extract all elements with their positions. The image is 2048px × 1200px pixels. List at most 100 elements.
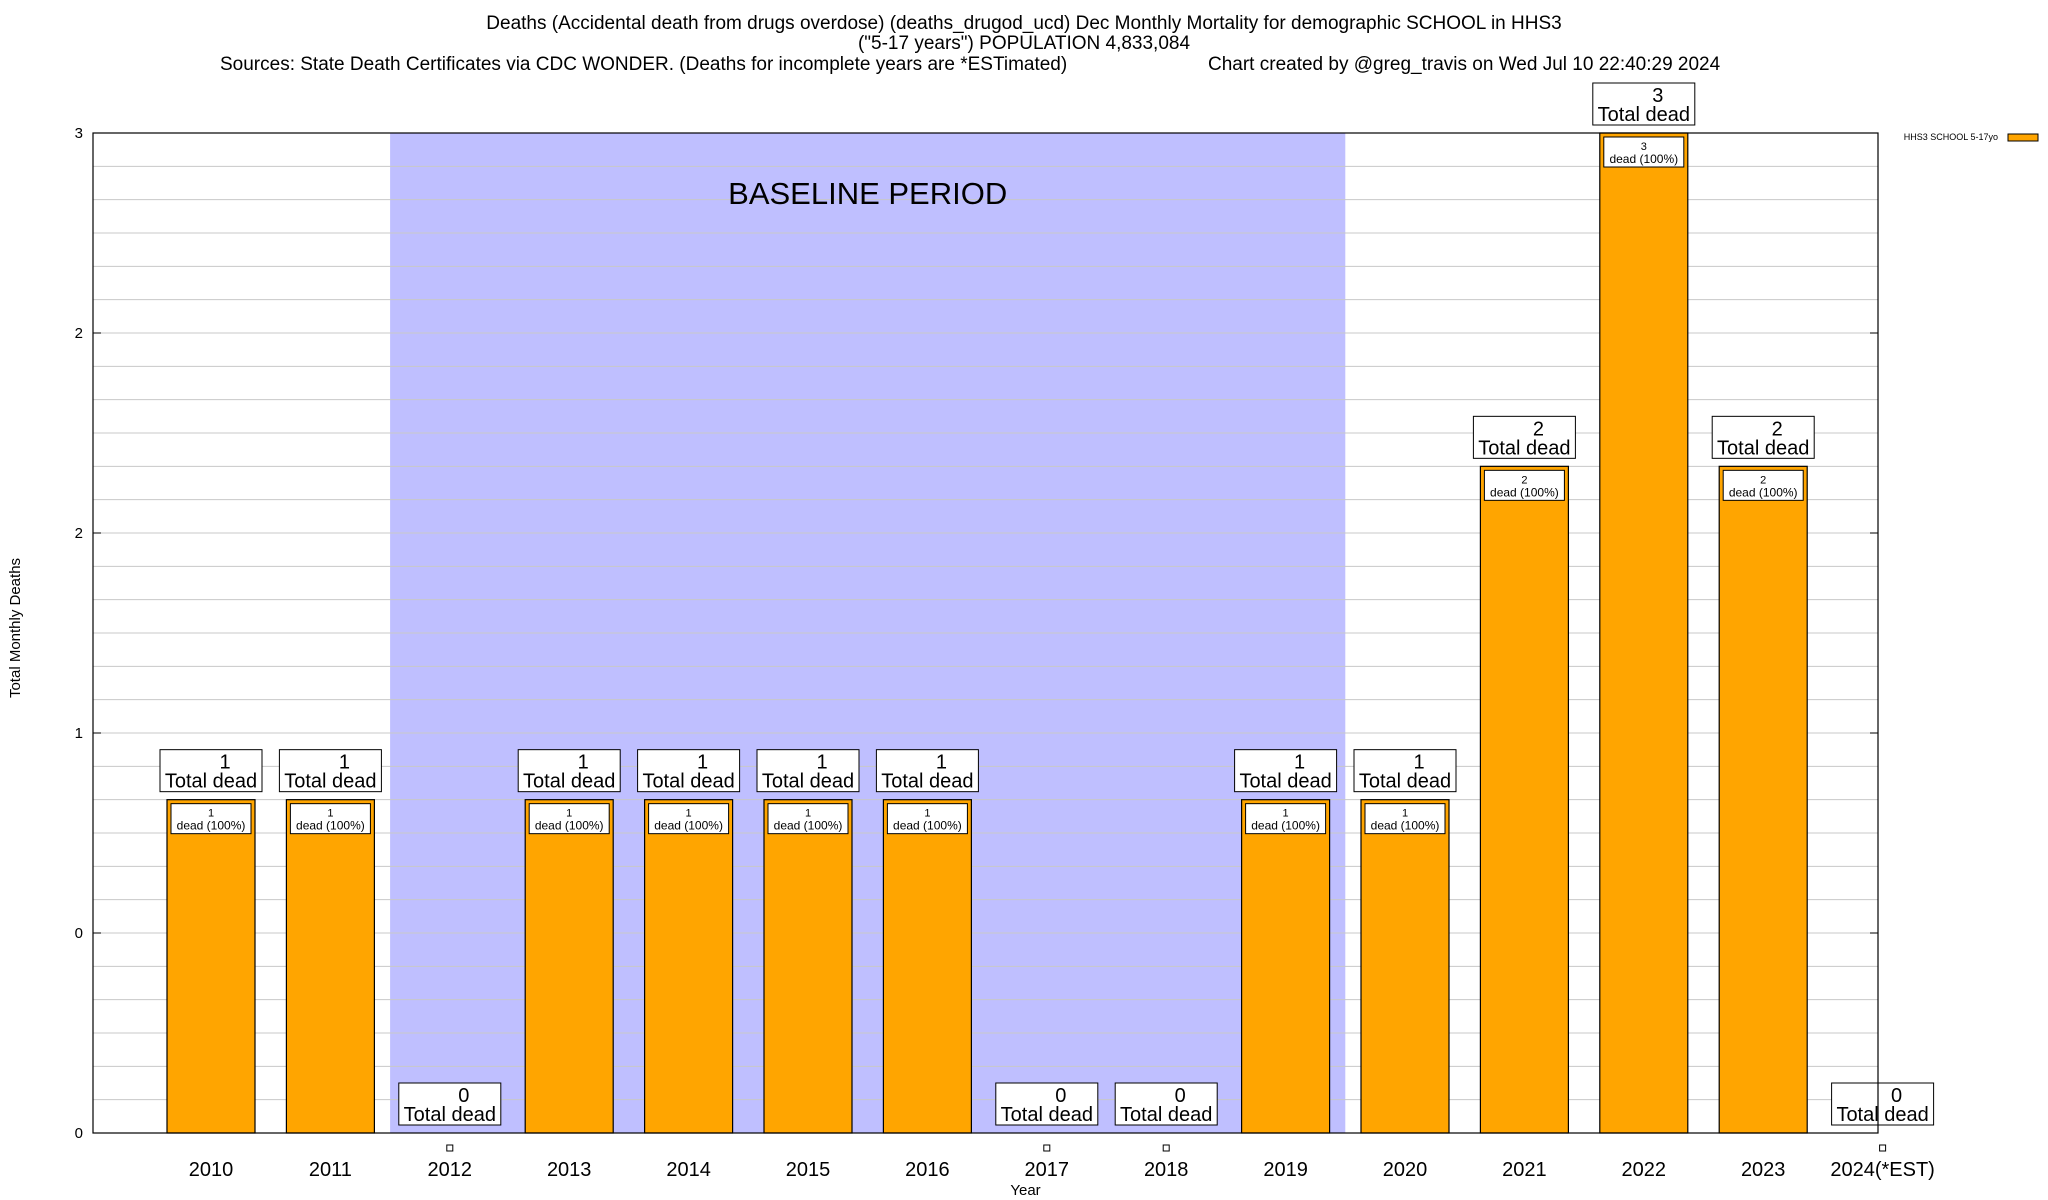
total-label-text: Total dead	[523, 771, 615, 793]
zero-marker-2012	[446, 1144, 454, 1152]
total-label-text: Total dead	[881, 771, 973, 793]
total-label-value: 1	[1413, 752, 1424, 774]
plot-frame	[92, 132, 1879, 1134]
bar-2010	[166, 799, 256, 1134]
total-label-box	[756, 749, 860, 793]
total-label-text: Total dead	[1120, 1104, 1212, 1126]
inner-label-box	[289, 803, 371, 835]
x-tick-label-2015: 2015	[786, 1159, 831, 1181]
inner-label-text: dead (100%)	[893, 819, 962, 833]
total-label-text: Total dead	[284, 771, 376, 793]
bar-2013	[524, 799, 614, 1134]
inner-label-text: dead (100%)	[1490, 485, 1559, 499]
bar-2016	[882, 799, 973, 1134]
total-label-value: 0	[1055, 1085, 1066, 1107]
total-label-text: Total dead	[642, 771, 734, 793]
total-label-value: 1	[1294, 752, 1305, 774]
total-label-value: 2	[1772, 418, 1783, 440]
chart-title-line-1: Deaths (Accidental death from drugs over…	[486, 13, 1562, 34]
total-label-box	[1353, 749, 1457, 793]
zero-marker-2017	[1043, 1144, 1051, 1152]
inner-label-value: 2	[1521, 474, 1527, 486]
bar-2020	[1360, 799, 1450, 1134]
inner-label-box	[648, 803, 730, 835]
total-label-box	[1592, 82, 1696, 126]
x-tick-label-2012: 2012	[428, 1159, 473, 1181]
total-label-text: Total dead	[1598, 104, 1690, 126]
x-tick-label-2020: 2020	[1383, 1159, 1428, 1181]
inner-label-box	[1603, 136, 1685, 168]
total-label-text: Total dead	[1836, 1104, 1928, 1126]
inner-label-text: dead (100%)	[654, 819, 723, 833]
total-label-box	[875, 749, 979, 793]
total-label-box	[517, 749, 621, 793]
total-label-box	[637, 749, 741, 793]
legend-swatch	[2007, 133, 2039, 142]
inner-label-value: 1	[208, 808, 214, 820]
total-label-text: Total dead	[1478, 437, 1570, 459]
inner-label-text: dead (100%)	[1729, 485, 1798, 499]
chart-sources: Sources: State Death Certificates via CD…	[220, 54, 1068, 75]
total-label-value: 3	[1652, 85, 1663, 107]
total-label-value: 1	[339, 752, 350, 774]
total-label-box	[995, 1082, 1099, 1126]
x-tick-label-2013: 2013	[547, 1159, 592, 1181]
total-label-box	[278, 749, 382, 793]
x-tick-label-2016: 2016	[905, 1159, 950, 1181]
zero-marker-2018	[1162, 1144, 1170, 1152]
inner-label-value: 1	[1402, 808, 1408, 820]
total-label-text: Total dead	[1359, 771, 1451, 793]
chart-credit: Chart created by @greg_travis on Wed Jul…	[1208, 54, 1721, 75]
bar-2021	[1479, 465, 1570, 1134]
total-label-box	[1711, 415, 1815, 459]
inner-label-box	[1245, 803, 1327, 835]
inner-label-value: 3	[1641, 141, 1647, 153]
y-tick-label: 0	[75, 1125, 83, 1142]
zero-marker-2024(*EST)	[1879, 1144, 1887, 1152]
bar-2015	[763, 799, 853, 1134]
total-label-value: 1	[697, 752, 708, 774]
total-label-box	[1114, 1082, 1218, 1126]
total-label-value: 1	[816, 752, 827, 774]
inner-label-value: 1	[805, 808, 811, 820]
legend: HHS3 SCHOOL 5-17yo	[1904, 132, 2039, 142]
inner-label-box	[170, 803, 252, 835]
total-label-value: 0	[1891, 1085, 1902, 1107]
inner-label-box	[767, 803, 849, 835]
inner-label-box	[1722, 469, 1804, 501]
inner-label-text: dead (100%)	[1251, 819, 1320, 833]
x-tick-label-2014: 2014	[666, 1159, 711, 1181]
total-label-text: Total dead	[165, 771, 257, 793]
inner-label-value: 1	[1283, 808, 1289, 820]
x-tick-label-2022: 2022	[1622, 1159, 1667, 1181]
inner-label-value: 1	[566, 808, 572, 820]
y-tick-label: 3	[75, 125, 83, 142]
total-label-box	[1831, 1082, 1935, 1126]
x-tick-label-2018: 2018	[1144, 1159, 1189, 1181]
total-label-value: 0	[458, 1085, 469, 1107]
total-label-value: 1	[219, 752, 230, 774]
total-label-text: Total dead	[762, 771, 854, 793]
inner-label-value: 1	[924, 808, 930, 820]
x-tick-label-2017: 2017	[1025, 1159, 1070, 1181]
total-label-text: Total dead	[1239, 771, 1331, 793]
total-label-box	[398, 1082, 502, 1126]
bar-2019	[1240, 799, 1331, 1134]
bar-2014	[643, 799, 734, 1134]
inner-label-box	[886, 803, 968, 835]
